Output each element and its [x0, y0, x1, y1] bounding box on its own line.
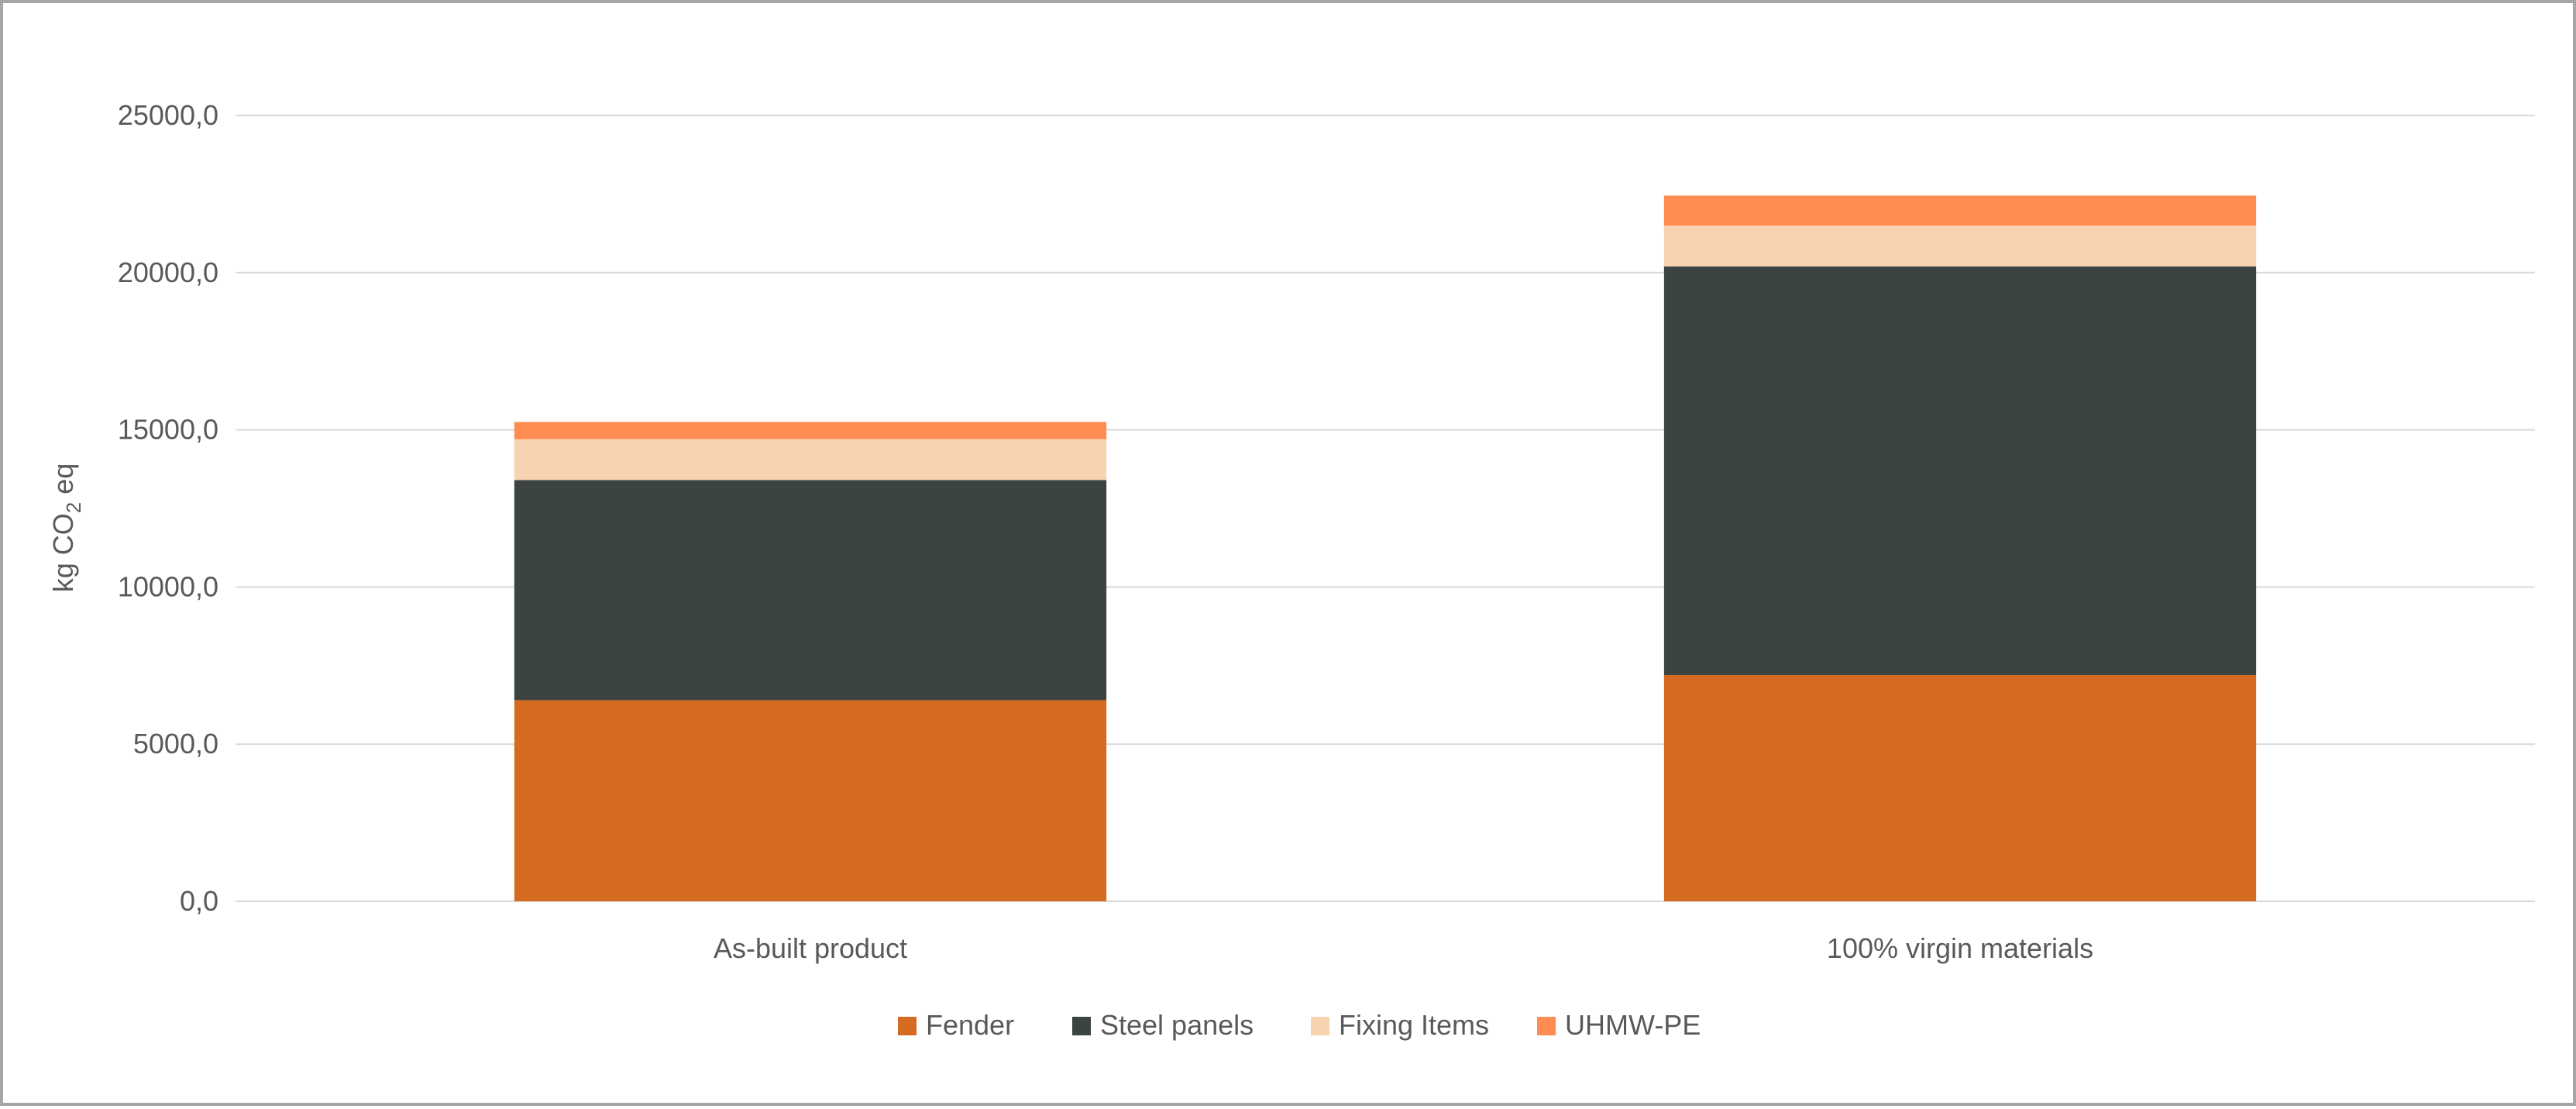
legend-swatch [898, 1017, 917, 1035]
bar-segment [1663, 266, 2257, 675]
bar-segment [1663, 195, 2257, 226]
y-axis-title: kg CO2 eq [47, 463, 85, 593]
bar-segment [1663, 225, 2257, 267]
bar-segment [514, 700, 1107, 901]
bars [514, 195, 2257, 901]
bar-segment [514, 439, 1107, 480]
legend-label: Fixing Items [1339, 1009, 1489, 1041]
y-tick-label: 0,0 [180, 885, 218, 917]
y-tick-label: 25000,0 [118, 99, 218, 131]
bar-segment [514, 480, 1107, 701]
legend: Fender Steel panels Fixing Items UHMW-PE [898, 1009, 1701, 1041]
legend-swatch [1537, 1017, 1556, 1035]
x-axis-categories: As-built product 100% virgin materials [714, 932, 2093, 964]
y-tick-label: 5000,0 [133, 728, 218, 759]
y-tick-label: 10000,0 [118, 570, 218, 602]
x-category-label: As-built product [714, 932, 907, 964]
bar-segment [1663, 674, 2257, 901]
y-tick-label: 15000,0 [118, 414, 218, 446]
stacked-bar-chart: 0,0 5000,0 10000,0 15000,0 20000,0 25000,0 As… [47, 99, 2535, 1041]
y-axis-ticks: 0,0 5000,0 10000,0 15000,0 20000,0 25000,0 [118, 99, 218, 917]
bar-segment [514, 422, 1107, 439]
legend-swatch [1072, 1017, 1091, 1035]
x-category-label: 100% virgin materials [1827, 932, 2093, 964]
legend-label: Fender [926, 1009, 1014, 1041]
legend-swatch [1311, 1017, 1329, 1035]
y-tick-label: 20000,0 [118, 257, 218, 288]
legend-label: UHMW-PE [1565, 1009, 1701, 1041]
legend-label: Steel panels [1100, 1009, 1254, 1041]
